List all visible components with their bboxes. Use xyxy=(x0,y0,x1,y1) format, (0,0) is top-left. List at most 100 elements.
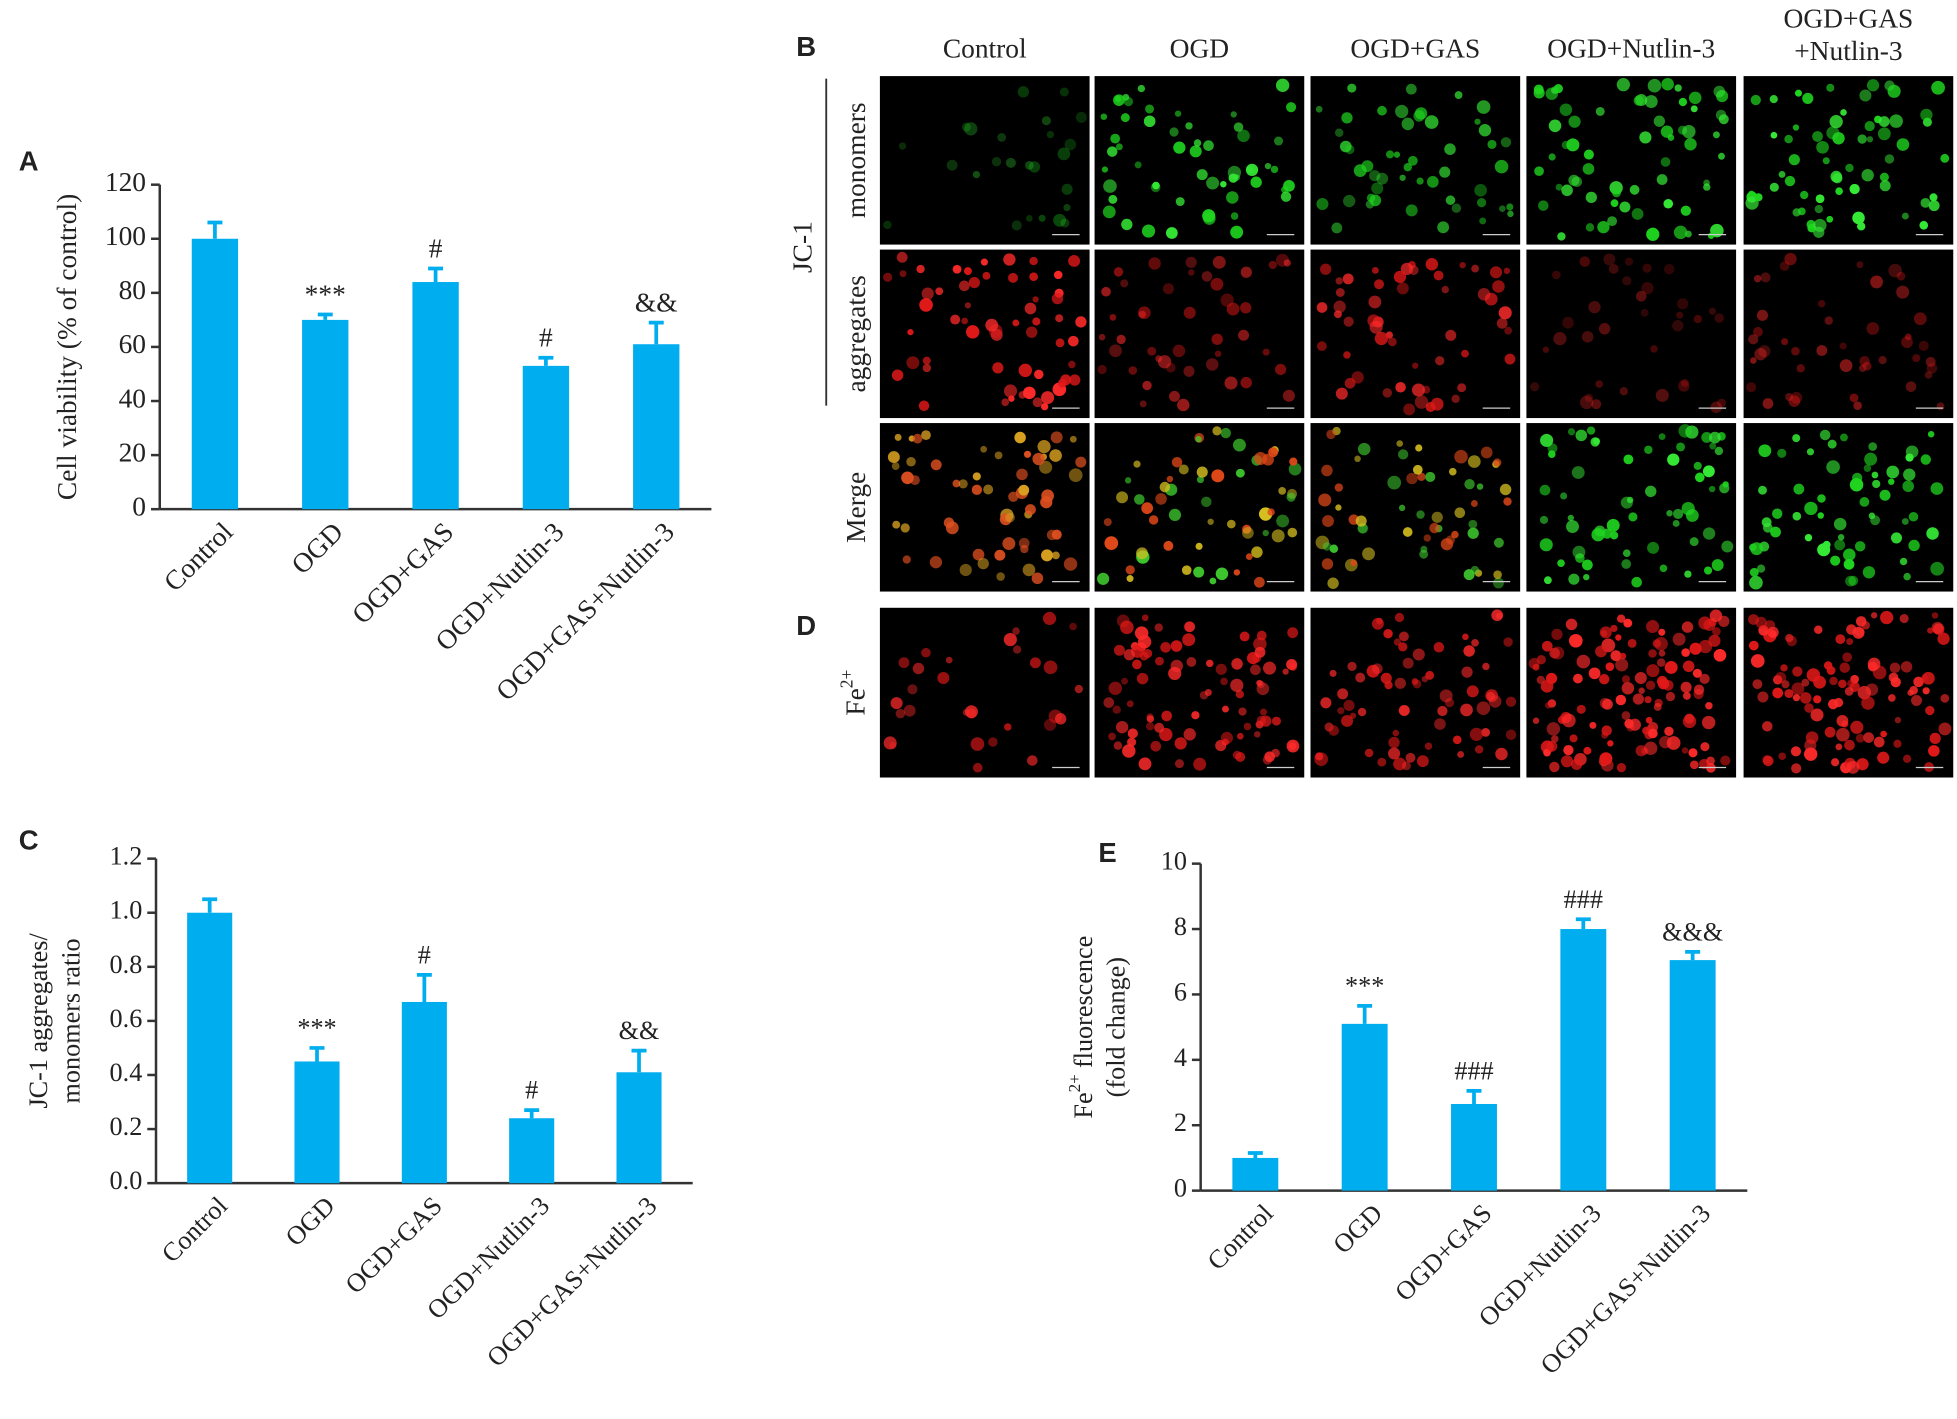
cell-dot xyxy=(1343,699,1355,712)
cell-dot xyxy=(1603,253,1616,266)
cell-dot xyxy=(1157,355,1172,369)
cell-dot xyxy=(1784,689,1794,699)
cell-dot xyxy=(1469,727,1484,741)
cell-dot xyxy=(1400,262,1414,276)
y-axis-label: monomers ratio xyxy=(57,938,86,1103)
error-bar xyxy=(1466,1089,1482,1104)
cell-dot xyxy=(1232,438,1246,452)
cell-dot xyxy=(1426,176,1439,188)
cell-dot xyxy=(1250,664,1261,676)
cell-dot xyxy=(1905,453,1914,462)
cell-dot xyxy=(1183,365,1195,377)
cell-dot xyxy=(1931,621,1944,634)
cell-dot xyxy=(1351,371,1364,384)
cell-dot xyxy=(1896,285,1910,299)
cell-dot xyxy=(1209,577,1217,585)
cell-dot xyxy=(1468,519,1478,529)
cell-dot xyxy=(1539,538,1553,552)
cell-dot xyxy=(1912,354,1921,363)
cell-dot xyxy=(1462,633,1469,641)
cell-dot xyxy=(1791,763,1802,774)
cell-dot xyxy=(965,325,980,339)
cell-dot xyxy=(1631,576,1642,588)
y-tick-label: 0.8 xyxy=(110,950,143,979)
cell-dot xyxy=(1184,621,1196,633)
cell-dot xyxy=(1226,302,1240,316)
x-tick-label: OGD xyxy=(1327,1199,1388,1260)
cell-dot xyxy=(1832,132,1845,145)
cell-dot xyxy=(1022,563,1036,577)
cell-dot xyxy=(1753,326,1763,337)
cell-dot xyxy=(1034,369,1044,380)
cell-dot xyxy=(1610,650,1622,662)
cell-dot xyxy=(1698,639,1713,654)
cell-dot xyxy=(1486,691,1496,701)
cell-dot xyxy=(1546,672,1558,685)
cell-dot xyxy=(1461,666,1473,678)
cell-dot xyxy=(1748,334,1759,345)
cell-dot xyxy=(1863,464,1872,472)
cell-dot xyxy=(1656,174,1668,185)
cell-dot xyxy=(1182,633,1196,647)
x-tick-label: OGD+GAS xyxy=(1389,1199,1497,1307)
cell-dot xyxy=(1569,734,1578,743)
cell-dot xyxy=(1786,635,1797,647)
cell-dot xyxy=(1505,696,1517,707)
cell-dot xyxy=(1393,638,1402,646)
bar xyxy=(522,365,570,510)
cell-dot xyxy=(1623,618,1633,628)
cell-dot xyxy=(1538,200,1549,211)
cell-dot xyxy=(1395,381,1406,393)
cell-dot xyxy=(1103,518,1112,527)
cell-dot xyxy=(1845,575,1856,587)
cell-dot xyxy=(1638,687,1645,694)
error-bar xyxy=(207,220,223,239)
cell-dot xyxy=(994,549,1006,561)
cell-dot xyxy=(1681,747,1689,754)
cell-dot xyxy=(1528,657,1540,669)
cell-dot xyxy=(1195,435,1202,443)
cell-dot xyxy=(1635,290,1647,302)
cell-dot xyxy=(1239,631,1250,642)
cell-dot xyxy=(1109,314,1117,321)
cell-dot xyxy=(1680,378,1689,387)
cell-dot xyxy=(1479,217,1487,225)
cell-dot xyxy=(1920,197,1931,208)
cell-dot xyxy=(1926,363,1938,374)
cell-dot xyxy=(1286,492,1296,502)
bar xyxy=(187,912,233,1184)
cell-dot xyxy=(1139,651,1149,661)
cell-dot xyxy=(1102,205,1116,219)
cell-dot xyxy=(1663,263,1675,275)
cell-dot xyxy=(1896,138,1910,151)
y-tick-label: 0.0 xyxy=(110,1166,143,1195)
cell-dot xyxy=(1113,741,1123,750)
cell-dot xyxy=(1829,676,1838,686)
cell-dot xyxy=(1705,702,1713,710)
cell-dot xyxy=(1212,255,1226,269)
cell-dot xyxy=(1539,515,1549,524)
column-header: OGD xyxy=(1170,33,1229,63)
micrograph xyxy=(1743,249,1954,419)
cell-dot xyxy=(1653,703,1662,711)
cell-dot xyxy=(1385,150,1395,159)
cell-dot xyxy=(1914,312,1927,326)
cell-dot xyxy=(1927,627,1934,634)
cell-dot xyxy=(1347,83,1357,93)
cell-dot xyxy=(1714,446,1724,456)
cell-dot xyxy=(1689,760,1699,770)
cell-dot xyxy=(972,762,983,773)
cell-dot xyxy=(1012,645,1022,654)
cell-dot xyxy=(1634,672,1647,685)
cell-dot xyxy=(1316,302,1328,313)
cell-dot xyxy=(1926,527,1939,540)
cell-dot xyxy=(1139,400,1147,408)
error-bar xyxy=(648,320,664,345)
bar xyxy=(1341,1023,1388,1191)
cell-dot xyxy=(1644,95,1658,109)
cell-dot xyxy=(1259,708,1267,716)
cell-dot xyxy=(1228,173,1238,183)
cell-dot xyxy=(1020,544,1029,554)
cell-dot xyxy=(1682,660,1695,673)
cell-dot xyxy=(1749,567,1759,577)
